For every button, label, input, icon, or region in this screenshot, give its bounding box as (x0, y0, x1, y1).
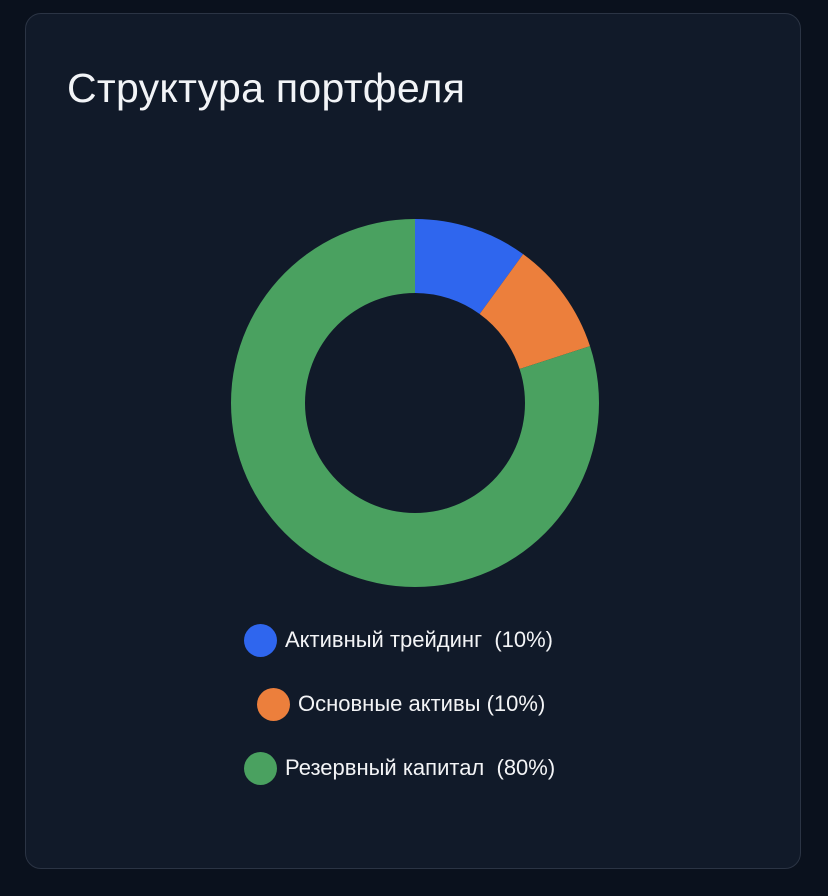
donut-slice-core-assets (479, 254, 590, 370)
portfolio-structure-card: Структура портфеля Активный трейдинг (10… (25, 13, 801, 869)
donut-slice-reserve-capital (231, 219, 599, 587)
donut-slice-active-trading (415, 219, 524, 315)
card-title: Структура портфеля (67, 65, 466, 111)
donut-chart (231, 219, 599, 587)
donut-slices (231, 219, 599, 587)
